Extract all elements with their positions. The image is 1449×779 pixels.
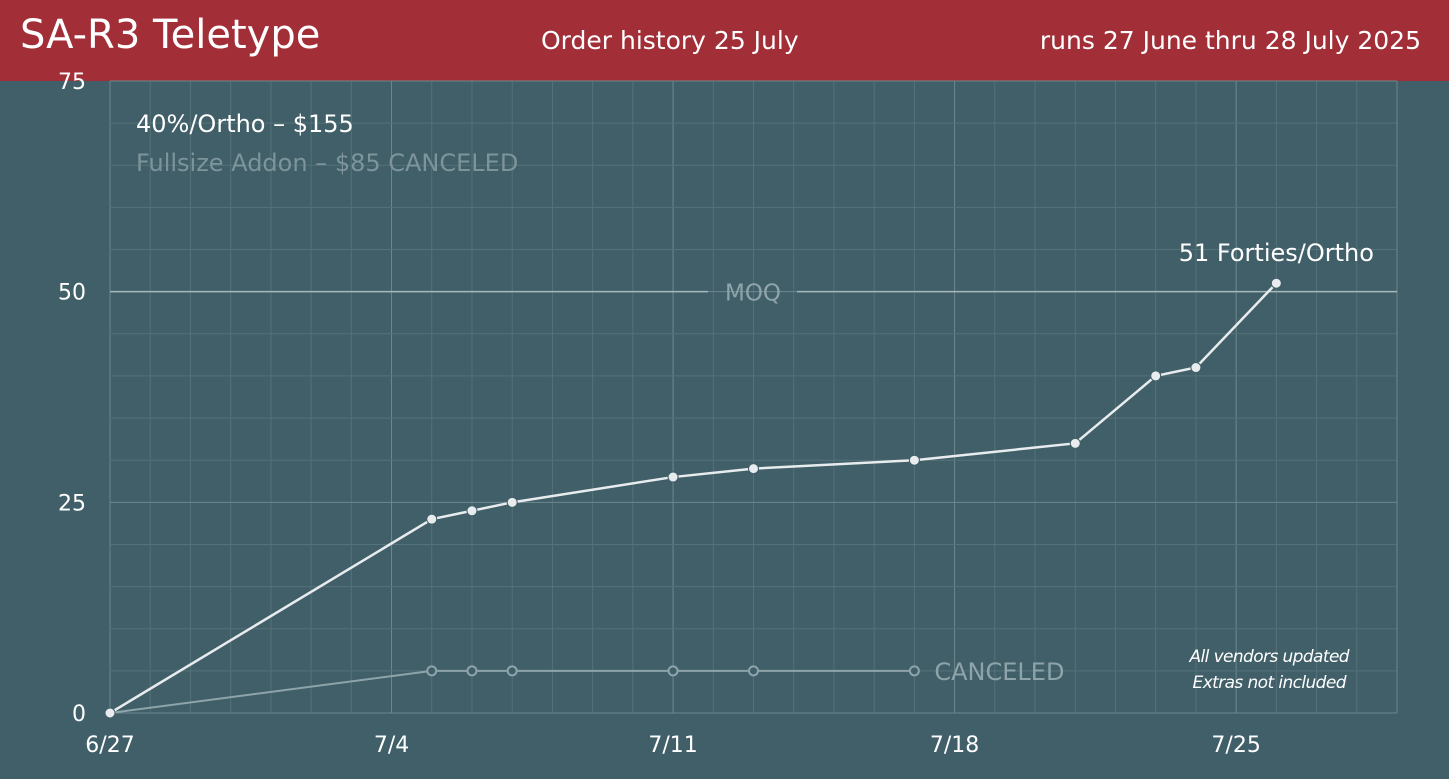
point-main [466, 505, 478, 517]
point-main [908, 454, 920, 466]
point-main [748, 463, 759, 475]
point-canceled [908, 665, 920, 677]
point-main [426, 513, 438, 525]
moq-label: MOQ [725, 281, 781, 307]
footnote-line-1: All vendors updated [1189, 647, 1349, 667]
point-canceled [506, 665, 518, 677]
chart-subtitle: Order history 25 July [541, 26, 799, 55]
x-tick-label: 6/27 [85, 733, 134, 758]
point-main [667, 471, 679, 483]
run-dates: runs 27 June thru 28 July 2025 [1039, 26, 1421, 55]
point-main [1270, 277, 1282, 289]
y-tick-label: 0 [72, 702, 86, 727]
legend-main-series: 40%/Ortho – $155 [136, 110, 354, 138]
footnote: All vendors updated Extras not included [1189, 644, 1349, 696]
point-canceled [466, 665, 478, 677]
x-tick-label: 7/25 [1211, 733, 1260, 758]
legend-canceled-series: Fullsize Addon – $85 CANCELED [136, 149, 519, 177]
point-canceled [667, 665, 679, 677]
header-bar: SA-R3 Teletype Order history 25 July run… [0, 0, 1449, 81]
footnote-line-2: Extras not included [1192, 673, 1347, 693]
x-tick-label: 7/4 [374, 733, 409, 758]
page-title: SA-R3 Teletype [20, 12, 321, 58]
main-end-label: 51 Forties/Ortho [1179, 239, 1374, 267]
y-tick-label: 50 [58, 281, 86, 306]
point-canceled [426, 665, 438, 677]
point-canceled [748, 665, 759, 677]
y-tick-label: 25 [58, 491, 86, 516]
x-tick-label: 7/18 [930, 733, 979, 758]
point-main [506, 496, 518, 508]
series-line-main [109, 282, 1278, 715]
point-main [1150, 370, 1162, 382]
point-main [1069, 437, 1081, 449]
point-main [1190, 362, 1202, 374]
y-tick-label: 75 [58, 70, 86, 95]
x-tick-label: 7/11 [648, 733, 697, 758]
canceled-end-label: CANCELED [934, 658, 1064, 686]
point-main [104, 707, 116, 719]
